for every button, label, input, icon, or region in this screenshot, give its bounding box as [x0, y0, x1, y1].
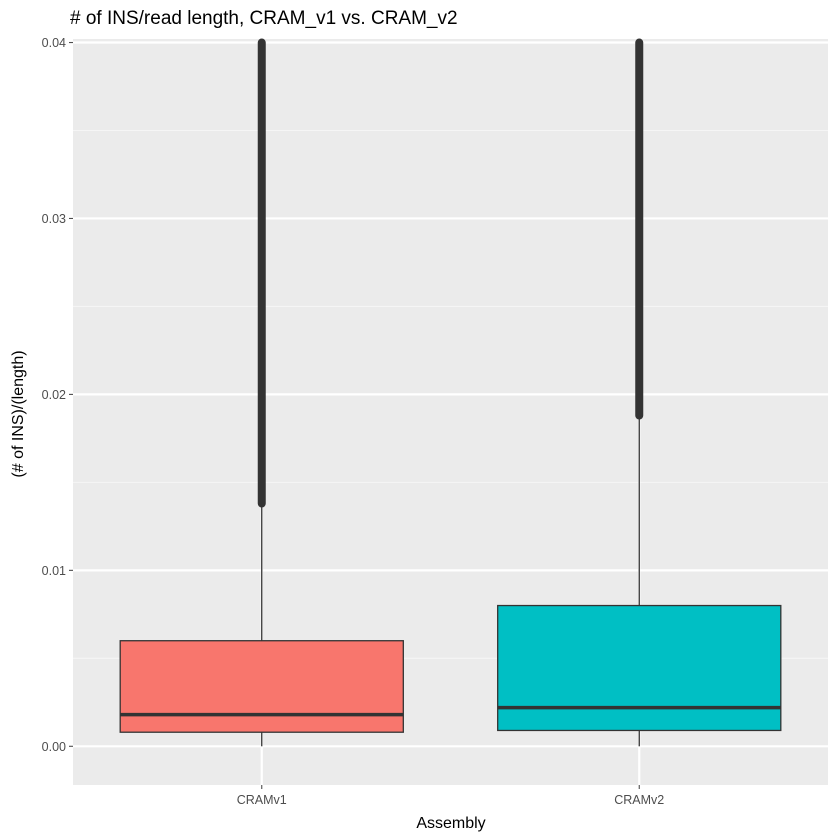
x-tick-label: CRAMv2: [614, 793, 664, 807]
x-tick-label: CRAMv1: [237, 793, 287, 807]
box-body: [119, 640, 404, 733]
box-body: [497, 604, 782, 732]
y-tick-label: 0.01: [42, 564, 66, 578]
box-cramv2: [497, 38, 782, 747]
x-axis-title: Assembly: [416, 815, 485, 832]
boxplot-series: [119, 38, 782, 747]
x-axis: CRAMv1 CRAMv2: [237, 785, 664, 807]
chart-title: # of INS/read length, CRAM_v1 vs. CRAM_v…: [70, 8, 458, 29]
y-tick-label: 0.04: [42, 36, 66, 50]
y-tick-label: 0.00: [42, 740, 66, 754]
y-axis: 0.00 0.01 0.02 0.03 0.04: [42, 36, 73, 754]
y-axis-title: (# of INS)/(length): [10, 350, 27, 477]
box-cramv1: [119, 38, 404, 747]
y-tick-label: 0.03: [42, 212, 66, 226]
y-tick-label: 0.02: [42, 388, 66, 402]
